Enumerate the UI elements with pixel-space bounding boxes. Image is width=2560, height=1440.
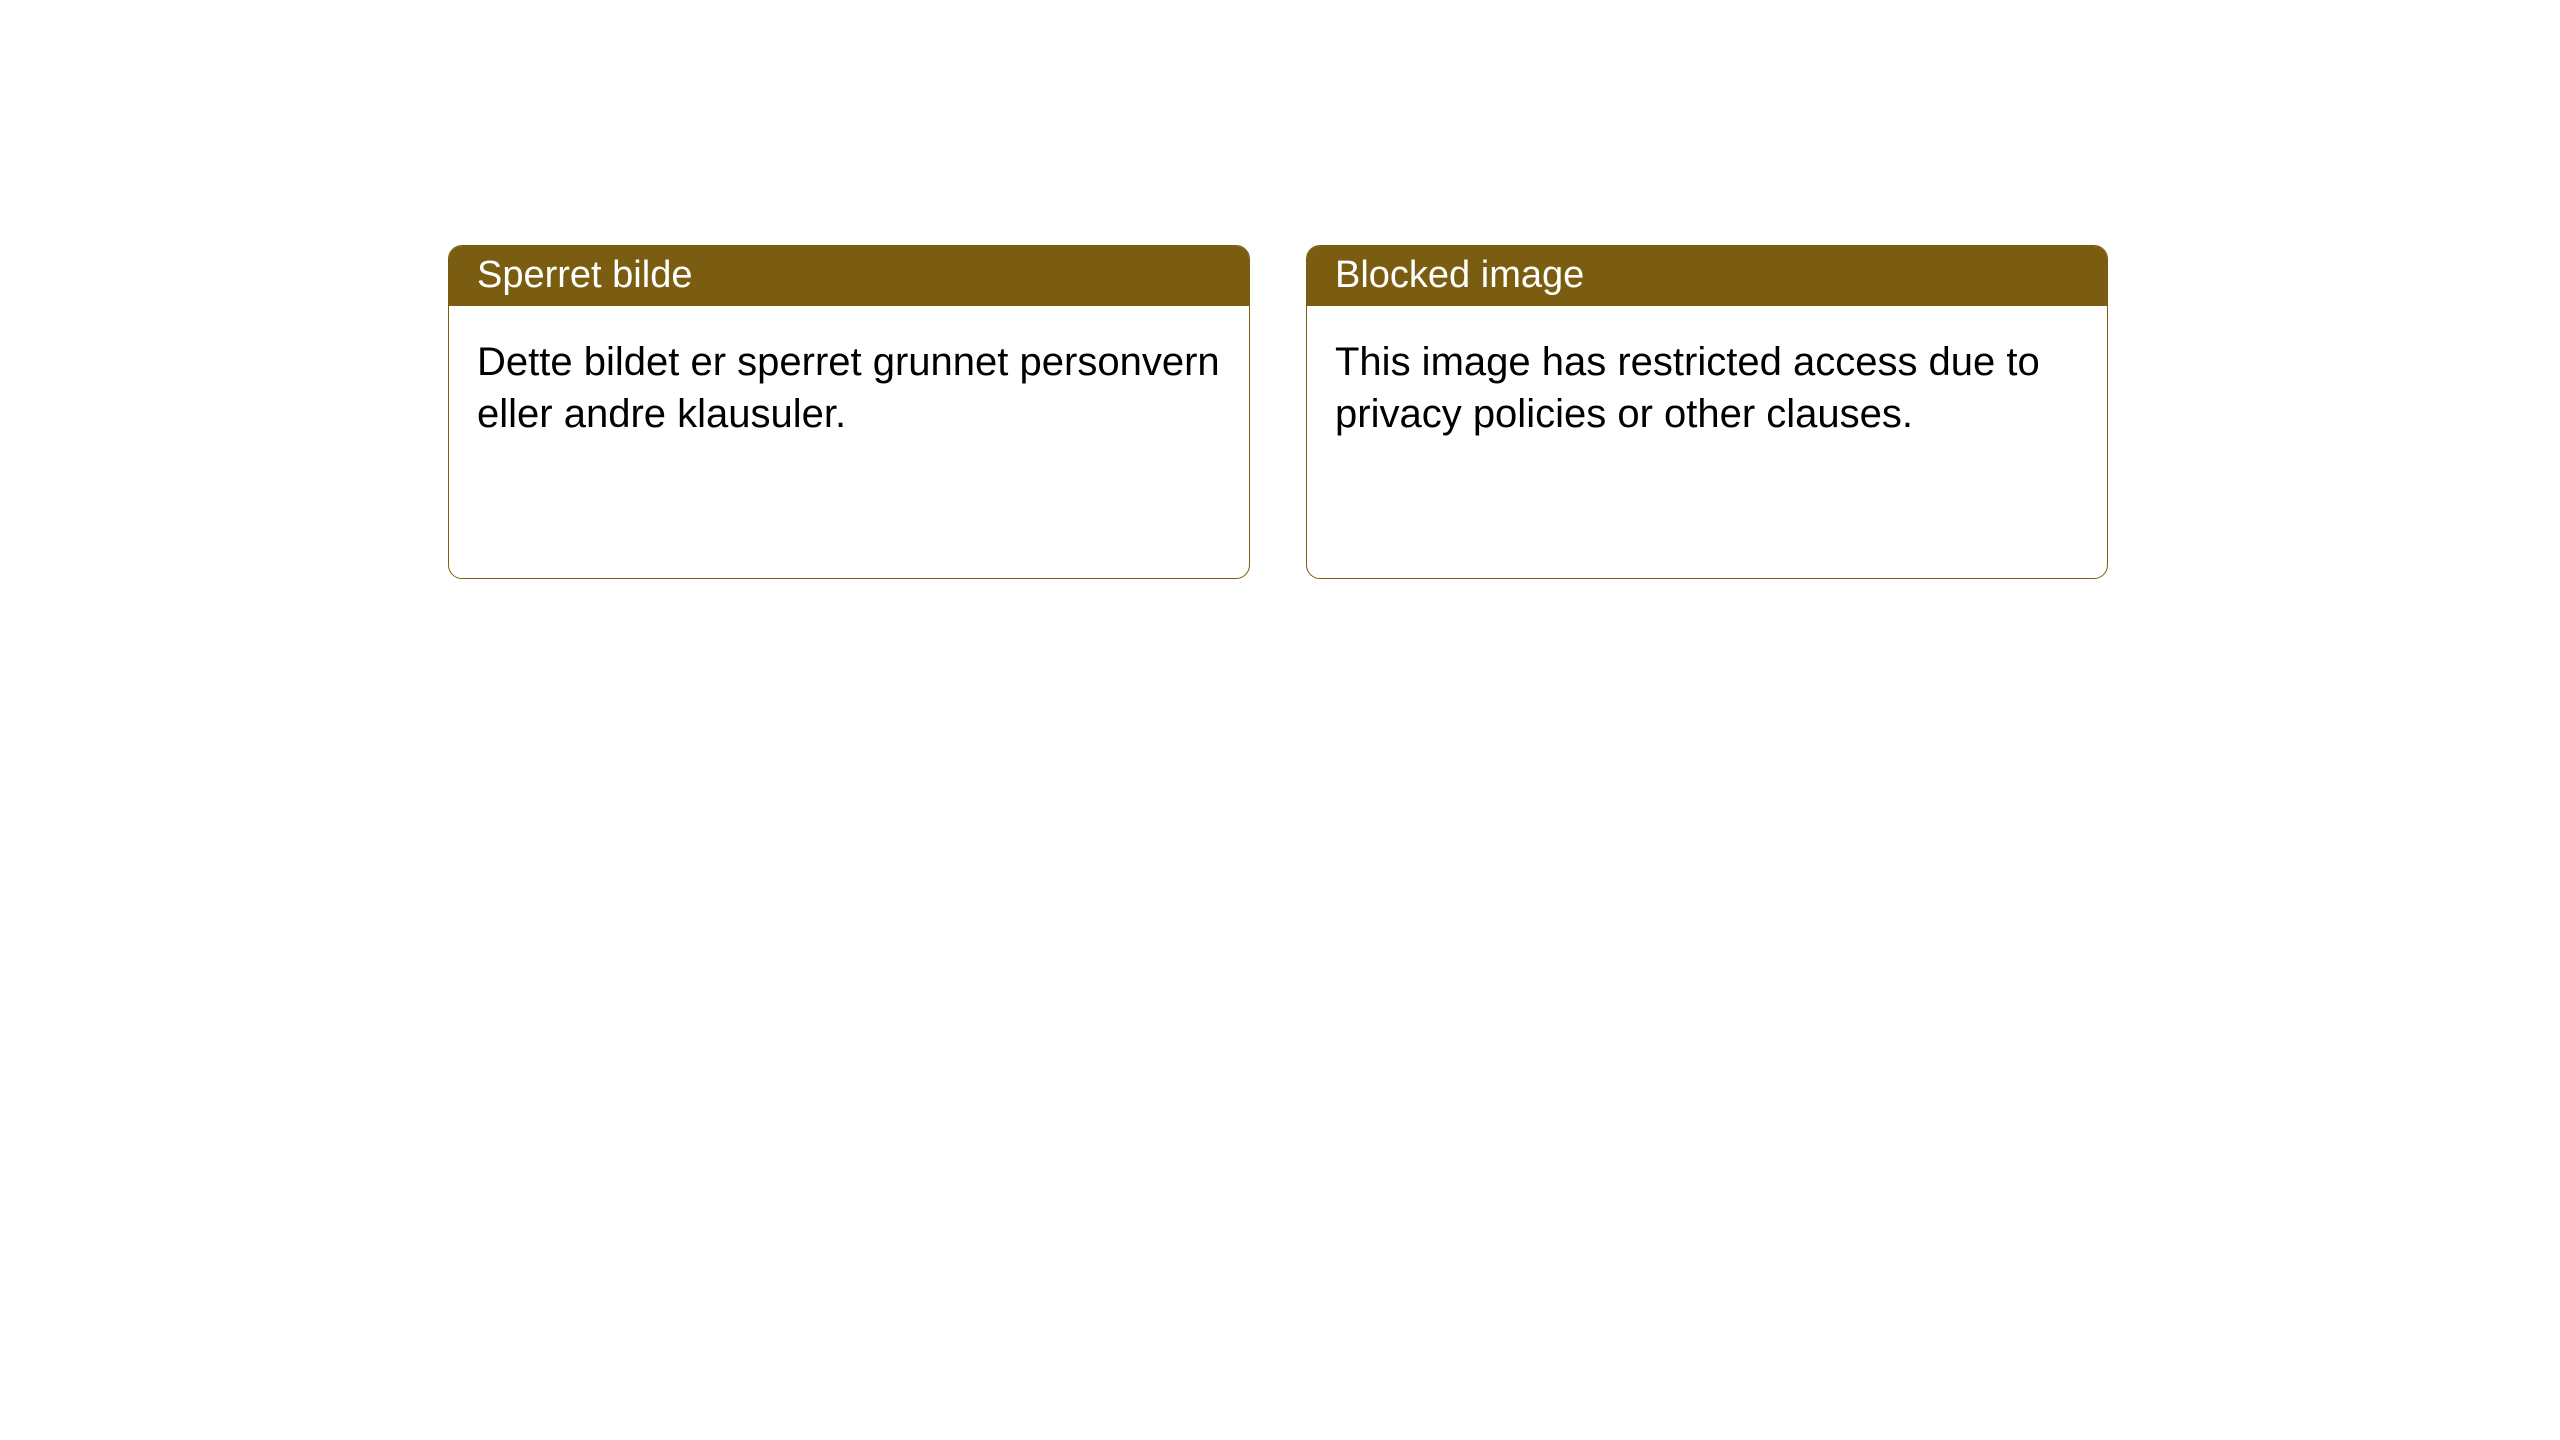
card-header: Blocked image — [1307, 246, 2107, 306]
card-body-text: Dette bildet er sperret grunnet personve… — [477, 340, 1220, 436]
card-title: Blocked image — [1335, 253, 1584, 299]
notice-card-norwegian: Sperret bilde Dette bildet er sperret gr… — [448, 245, 1250, 579]
card-body: Dette bildet er sperret grunnet personve… — [449, 306, 1249, 470]
notice-card-english: Blocked image This image has restricted … — [1306, 245, 2108, 579]
notice-cards-container: Sperret bilde Dette bildet er sperret gr… — [448, 245, 2108, 579]
card-title: Sperret bilde — [477, 253, 692, 299]
card-body-text: This image has restricted access due to … — [1335, 340, 2040, 436]
card-header: Sperret bilde — [449, 246, 1249, 306]
card-body: This image has restricted access due to … — [1307, 306, 2107, 470]
